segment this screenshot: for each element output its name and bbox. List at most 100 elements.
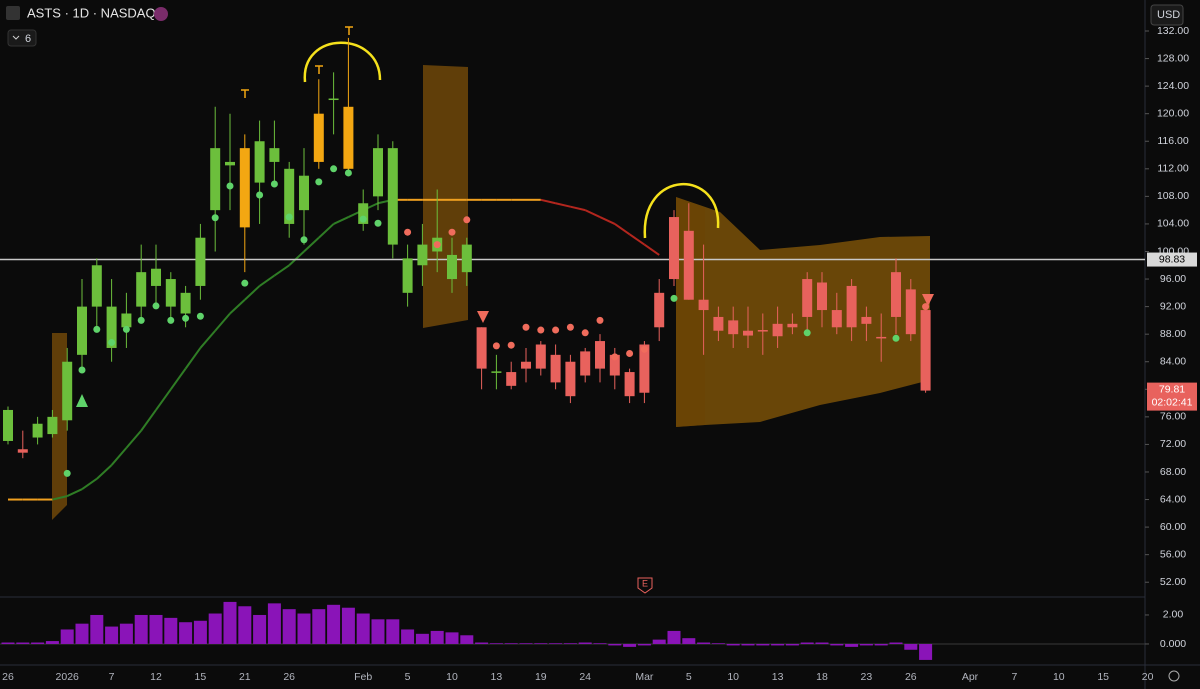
- candle-body: [654, 292, 665, 328]
- candle-body: [136, 272, 147, 307]
- ma-line: [570, 205, 586, 212]
- ma-line: [81, 478, 98, 491]
- histogram-bar: [800, 642, 814, 644]
- histogram-bar: [149, 614, 163, 644]
- sell-dot: [507, 341, 515, 349]
- candle-body: [151, 268, 161, 286]
- sell-dot: [404, 228, 412, 236]
- candle-body: [165, 279, 176, 307]
- down-triangle: [922, 294, 934, 306]
- buy-dot: [137, 316, 145, 324]
- x-tick-label: Feb: [354, 671, 372, 683]
- sell-dot: [522, 323, 530, 331]
- histogram-bar: [401, 629, 415, 644]
- histogram-bar: [105, 626, 119, 644]
- buy-dot: [803, 329, 811, 337]
- candle-body: [476, 327, 487, 369]
- candle-body: [77, 306, 87, 355]
- histogram-bar: [119, 623, 133, 644]
- ma-line: [66, 488, 83, 497]
- candle-body: [772, 323, 783, 337]
- ma-line: [199, 330, 216, 349]
- currency-button[interactable]: [1150, 4, 1184, 26]
- earnings-badge[interactable]: [637, 577, 653, 594]
- buy-dot: [196, 312, 204, 320]
- y-tick-label: 2.00: [1163, 609, 1184, 621]
- candle-body: [846, 285, 857, 328]
- histogram-bar: [75, 623, 89, 644]
- down-triangle: [477, 311, 489, 323]
- x-tick-label: 26: [2, 671, 14, 683]
- y-tick-label: 104.00: [1157, 218, 1189, 230]
- histogram-bar: [697, 642, 711, 644]
- candle-body: [62, 361, 73, 421]
- histogram-bar: [741, 643, 755, 646]
- candle-body: [225, 161, 235, 166]
- ma-line: [333, 216, 349, 225]
- ma-line: [229, 298, 246, 315]
- y-tick-label: 124.00: [1157, 80, 1189, 92]
- y-tick-label: 132.00: [1157, 25, 1189, 37]
- histogram-bar: [238, 606, 252, 644]
- sell-dot: [433, 241, 441, 249]
- ma-line: [614, 223, 631, 236]
- x-tick-label: 2026: [56, 671, 80, 683]
- x-tick-label: 10: [727, 671, 739, 683]
- candle-body: [787, 323, 798, 328]
- candle-body: [239, 148, 250, 228]
- buy-dot: [344, 169, 352, 177]
- y-tick-label: 120.00: [1157, 107, 1189, 119]
- y-tick-label: 116.00: [1157, 135, 1188, 147]
- y-tick-label: 56.00: [1160, 548, 1186, 560]
- candle-body: [358, 203, 369, 224]
- candle-body: [728, 320, 739, 335]
- histogram-bar: [297, 613, 311, 644]
- indicator-box[interactable]: [7, 29, 37, 47]
- histogram-bar: [1, 642, 15, 644]
- sell-dot: [922, 303, 930, 311]
- sell-dot: [552, 326, 560, 334]
- buy-dot: [78, 366, 86, 374]
- buy-dot: [270, 180, 278, 188]
- candle-body: [905, 289, 916, 335]
- histogram-bar: [919, 643, 933, 660]
- histogram-bar: [593, 643, 607, 644]
- ma-line: [629, 233, 645, 246]
- histogram-bar: [859, 643, 873, 646]
- buy-dot: [226, 182, 234, 190]
- x-tick-label: 26: [283, 671, 295, 683]
- sell-dot: [492, 342, 500, 350]
- histogram-bar: [623, 643, 637, 647]
- candle-body: [624, 372, 635, 397]
- buy-dot: [359, 215, 367, 223]
- y-tick-label: 68.00: [1160, 466, 1186, 478]
- x-tick-label: 23: [861, 671, 873, 683]
- histogram-bar: [667, 630, 681, 644]
- x-tick-label: 15: [195, 671, 207, 683]
- histogram-bar: [193, 620, 207, 644]
- candle-body: [180, 292, 191, 314]
- buy-dot: [285, 213, 293, 221]
- x-tick-label: 24: [579, 671, 591, 683]
- histogram-bar: [90, 614, 104, 644]
- buy-dot: [152, 302, 160, 310]
- candle-body: [565, 361, 576, 397]
- symbol-title[interactable]: ASTS · 1D · NASDAQ: [27, 5, 156, 20]
- ma-line: [288, 250, 305, 267]
- up-triangle: [76, 394, 88, 407]
- ma-line: [140, 409, 157, 432]
- histogram-bar: [889, 642, 903, 644]
- candle-body: [343, 106, 354, 169]
- candle-body: [91, 265, 102, 307]
- sell-dot: [448, 228, 456, 236]
- sell-dot: [611, 353, 619, 361]
- candle-body: [417, 244, 428, 266]
- y-tick-label: 72.00: [1160, 438, 1186, 450]
- histogram-bar: [549, 643, 563, 644]
- candle-body: [3, 409, 13, 441]
- histogram-bar: [756, 643, 770, 646]
- settings-icon[interactable]: [1168, 670, 1180, 682]
- histogram-bar: [874, 643, 888, 646]
